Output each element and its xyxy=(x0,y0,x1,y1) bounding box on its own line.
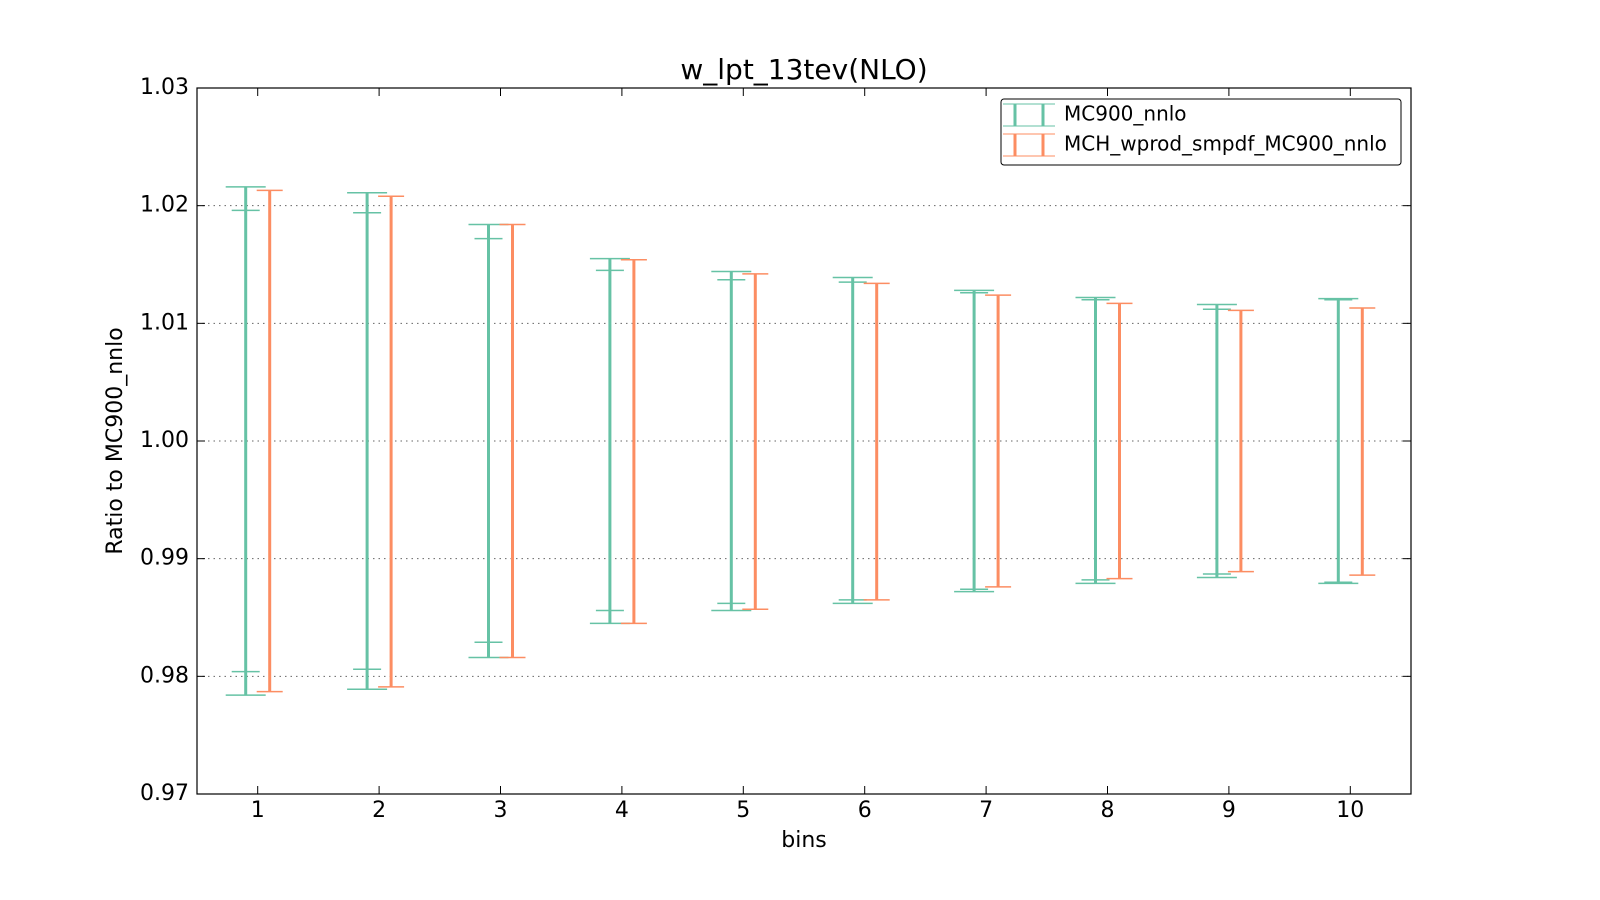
x-tick-label: 8 xyxy=(1101,798,1115,823)
legend-box xyxy=(1000,98,1402,166)
legend-label: MC900_nnlo xyxy=(1064,102,1187,126)
y-tick-label: 0.99 xyxy=(140,546,189,571)
x-tick-label: 9 xyxy=(1222,798,1236,823)
y-tick-label: 0.98 xyxy=(140,663,189,688)
x-tick-label: 2 xyxy=(372,798,386,823)
legend: MC900_nnlo MCH_wprod_smpdf_MC900_nnlo xyxy=(1003,102,1387,157)
y-tick-label: 1.03 xyxy=(140,75,189,100)
y-tick-label: 1.01 xyxy=(140,310,189,335)
chart-title: w_lpt_13tev(NLO) xyxy=(680,53,927,86)
x-axis-label: bins xyxy=(781,828,826,853)
y-axis-label: Ratio to MC900_nnlo xyxy=(103,327,128,554)
x-tick-label: 4 xyxy=(615,798,629,823)
y-tick-label: 1.00 xyxy=(140,428,189,453)
plot-area: 0.97 0.98 0.99 1.00 1.01 1.02 1.03 1 2 3 4 5 6 7 8 9 10 xyxy=(140,75,1411,823)
y-tick-label: 1.02 xyxy=(140,193,189,218)
legend-label: MCH_wprod_smpdf_MC900_nnlo xyxy=(1064,132,1387,156)
x-tick-label: 1 xyxy=(251,798,265,823)
plot-frame xyxy=(196,87,1412,795)
x-tick-label: 5 xyxy=(736,798,750,823)
y-tick-label: 0.97 xyxy=(140,781,189,806)
x-tick-label: 3 xyxy=(494,798,508,823)
x-tick-label: 6 xyxy=(858,798,872,823)
x-tick-label: 10 xyxy=(1336,798,1364,823)
x-tick-label: 7 xyxy=(979,798,993,823)
